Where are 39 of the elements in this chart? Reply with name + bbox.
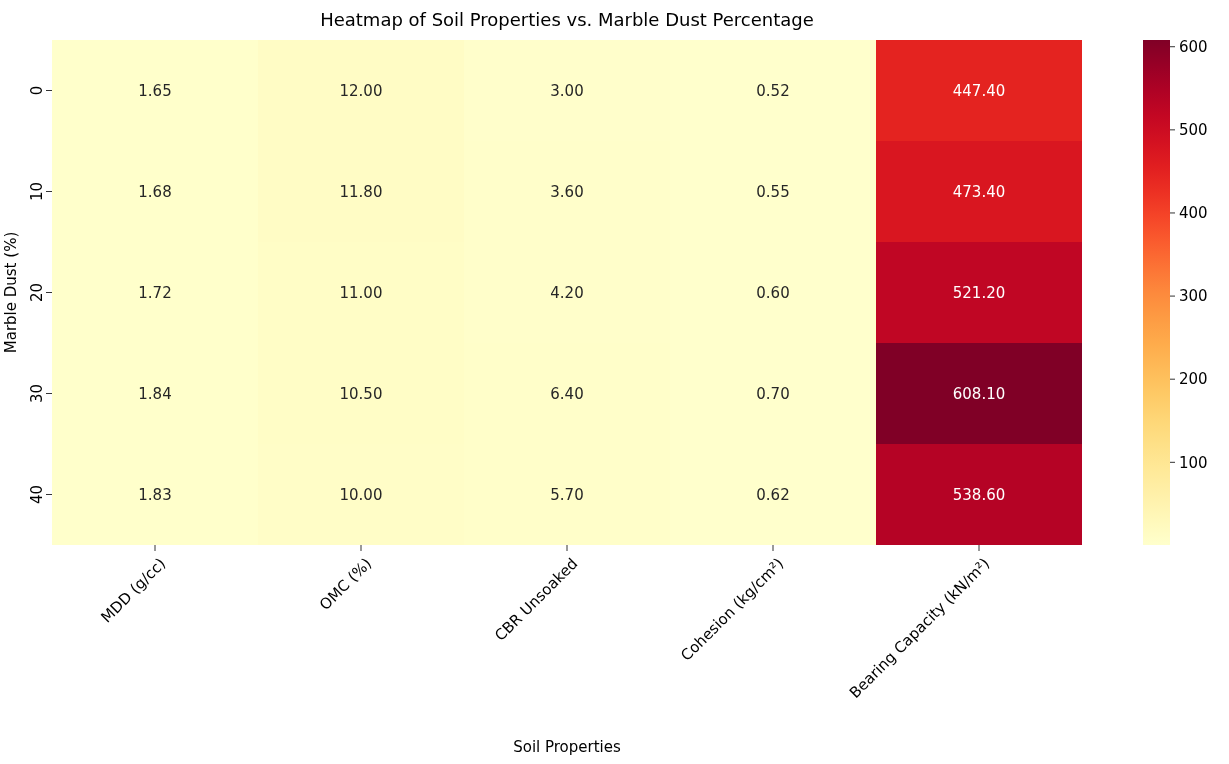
- data-label: 1.65: [138, 81, 172, 100]
- color-bar-label: 600: [1179, 37, 1208, 56]
- y-tick-label: 40: [28, 484, 46, 505]
- data-label: 12.00: [339, 81, 383, 100]
- data-label: 5.70: [550, 485, 584, 504]
- data-label: 0.70: [756, 384, 790, 403]
- data-label: 3.00: [550, 81, 584, 100]
- chart-title: Heatmap of Soil Properties vs. Marble Dust Percentage: [320, 9, 814, 30]
- data-label: 447.40: [952, 81, 1006, 100]
- data-label: 11.00: [339, 283, 383, 302]
- data-label: 0.52: [756, 81, 790, 100]
- data-label: 0.60: [756, 283, 790, 302]
- data-label: 608.10: [952, 384, 1006, 403]
- data-label: 11.80: [339, 182, 383, 201]
- y-tick-label: 0: [28, 85, 46, 96]
- x-axis-title: Soil Properties: [513, 738, 621, 756]
- color-bar-label: 400: [1179, 204, 1208, 223]
- data-label: 6.40: [550, 384, 584, 403]
- data-label: 538.60: [952, 485, 1006, 504]
- y-tick-label: 20: [28, 282, 46, 303]
- data-label: 1.72: [138, 283, 172, 302]
- data-label: 10.50: [339, 384, 383, 403]
- y-tick-label: 10: [28, 181, 46, 202]
- data-label: 10.00: [339, 485, 383, 504]
- color-bar-label: 100: [1179, 453, 1208, 472]
- data-label: 1.83: [138, 485, 172, 504]
- data-label: 3.60: [550, 182, 584, 201]
- data-label: 4.20: [550, 283, 584, 302]
- color-bar-label: 200: [1179, 370, 1208, 389]
- data-label: 473.40: [952, 182, 1006, 201]
- data-label: 0.55: [756, 182, 790, 201]
- color-bar-label: 300: [1179, 287, 1208, 306]
- data-label: 1.68: [138, 182, 172, 201]
- data-label: 1.84: [138, 384, 172, 403]
- y-axis-title: Marble Dust (%): [2, 231, 20, 354]
- data-label: 0.62: [756, 485, 790, 504]
- color-bar-label: 500: [1179, 121, 1208, 140]
- data-label: 521.20: [952, 283, 1006, 302]
- y-tick-label: 30: [28, 383, 46, 404]
